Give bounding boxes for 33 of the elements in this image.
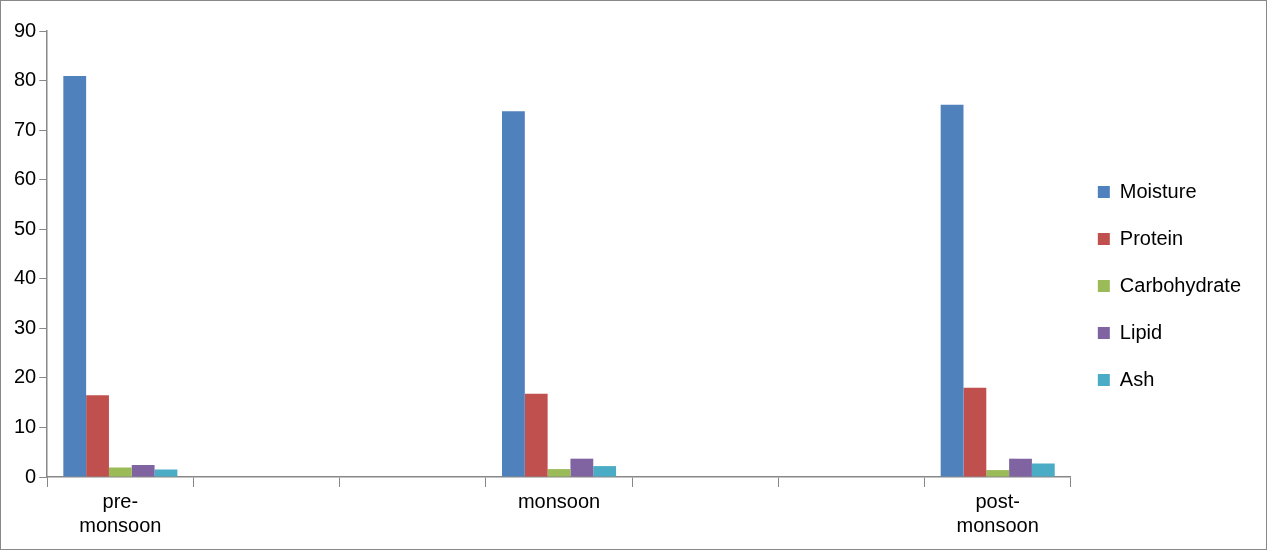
bar (524, 393, 548, 477)
y-tick-label: 60 (14, 167, 37, 190)
legend-label: Ash (1119, 367, 1155, 390)
legend-label: Lipid (1119, 320, 1163, 343)
y-tick-label: 50 (14, 216, 37, 239)
bar (131, 465, 155, 477)
x-tick-label: pre-monsoon (79, 489, 162, 536)
bar (86, 395, 109, 477)
bar (547, 469, 571, 477)
y-tick-label: 20 (14, 365, 37, 388)
y-tick-label: 30 (14, 315, 37, 338)
bar (570, 458, 594, 477)
bar (108, 467, 132, 477)
y-tick-label: 10 (14, 414, 37, 437)
bar (1031, 463, 1055, 477)
legend-label: Moisture (1119, 179, 1197, 202)
y-tick-label: 40 (14, 266, 37, 289)
bar (502, 111, 525, 477)
bar (1009, 458, 1032, 477)
bar (593, 466, 617, 477)
bar (940, 104, 964, 477)
bar (154, 469, 178, 477)
x-tick-label: post-monsoon (956, 489, 1039, 536)
bar (986, 470, 1010, 477)
bar (63, 76, 87, 477)
y-tick-label: 70 (14, 117, 37, 140)
bar (963, 387, 987, 477)
legend-label: Protein (1119, 226, 1184, 249)
y-tick-label: 0 (25, 464, 37, 487)
legend-label: Carbohydrate (1119, 273, 1242, 296)
y-tick-label: 90 (14, 18, 37, 41)
x-tick-label: monsoon (517, 489, 601, 512)
y-tick-label: 80 (14, 68, 37, 91)
